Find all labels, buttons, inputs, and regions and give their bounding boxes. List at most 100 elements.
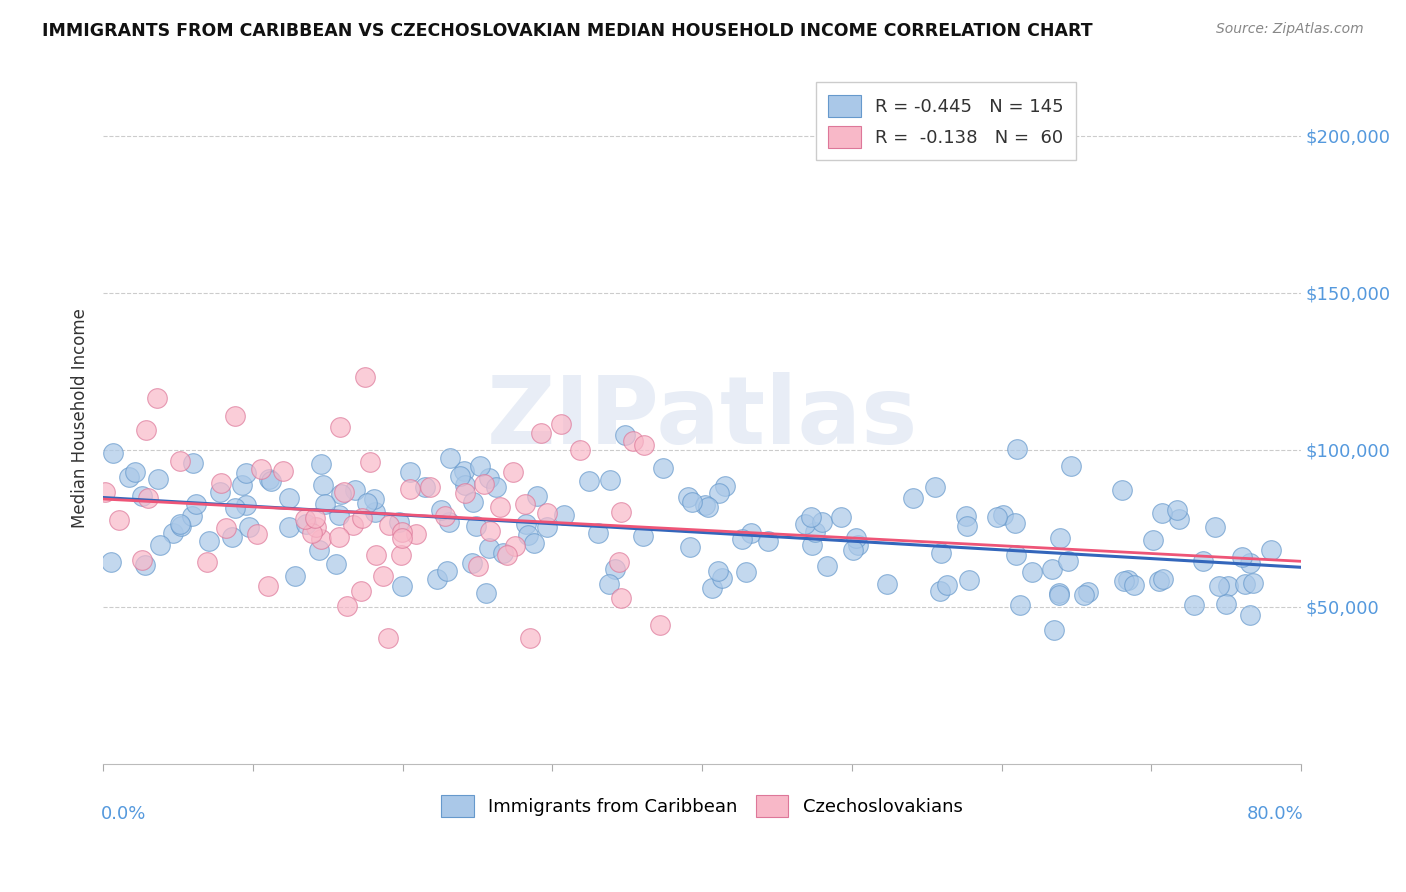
Point [1077, 584, 1099, 599]
Point [610, 591, 633, 606]
Point [578, 474, 600, 488]
Text: 0.0%: 0.0% [101, 805, 146, 823]
Point [706, 564, 728, 578]
Point [1142, 533, 1164, 547]
Point [350, 583, 373, 598]
Point [453, 464, 475, 478]
Point [259, 472, 281, 486]
Point [648, 617, 671, 632]
Point [308, 542, 330, 557]
Point [453, 478, 475, 492]
Point [198, 534, 221, 549]
Point [235, 498, 257, 512]
Point [633, 438, 655, 452]
Point [209, 476, 232, 491]
Point [503, 539, 526, 553]
Point [336, 599, 359, 614]
Point [1047, 586, 1070, 600]
Point [475, 586, 498, 600]
Point [449, 469, 471, 483]
Point [118, 470, 141, 484]
Point [134, 423, 156, 437]
Point [1004, 516, 1026, 530]
Point [305, 520, 328, 534]
Point [846, 538, 869, 552]
Point [488, 500, 510, 514]
Point [131, 552, 153, 566]
Point [181, 456, 204, 470]
Point [342, 518, 364, 533]
Point [419, 480, 441, 494]
Point [876, 577, 898, 591]
Point [756, 534, 779, 549]
Point [484, 480, 506, 494]
Point [1147, 574, 1170, 589]
Point [131, 489, 153, 503]
Point [817, 558, 839, 573]
Point [1204, 520, 1226, 534]
Point [1047, 588, 1070, 602]
Point [235, 466, 257, 480]
Point [257, 579, 280, 593]
Point [170, 518, 193, 533]
Point [301, 526, 323, 541]
Point [695, 499, 717, 513]
Point [377, 631, 399, 645]
Point [94, 485, 117, 500]
Point [598, 577, 620, 591]
Point [492, 546, 515, 560]
Point [830, 509, 852, 524]
Point [312, 478, 335, 492]
Point [371, 569, 394, 583]
Point [1060, 459, 1083, 474]
Point [519, 631, 541, 645]
Point [461, 556, 484, 570]
Point [405, 527, 427, 541]
Point [936, 578, 959, 592]
Point [536, 520, 558, 534]
Point [329, 420, 352, 434]
Point [929, 546, 952, 560]
Point [530, 425, 553, 440]
Point [439, 451, 461, 466]
Point [1004, 549, 1026, 563]
Point [364, 505, 387, 519]
Y-axis label: Median Household Income: Median Household Income [72, 309, 89, 528]
Point [651, 461, 673, 475]
Point [707, 485, 730, 500]
Point [697, 500, 720, 515]
Point [260, 474, 283, 488]
Point [1260, 543, 1282, 558]
Point [1010, 599, 1032, 613]
Point [389, 548, 412, 562]
Point [515, 497, 537, 511]
Point [633, 529, 655, 543]
Point [181, 509, 204, 524]
Point [208, 484, 231, 499]
Point [1239, 557, 1261, 571]
Point [148, 538, 170, 552]
Point [472, 477, 495, 491]
Text: ZIPatlas: ZIPatlas [486, 372, 918, 465]
Point [453, 486, 475, 500]
Point [101, 446, 124, 460]
Point [284, 568, 307, 582]
Point [250, 462, 273, 476]
Point [1167, 512, 1189, 526]
Point [333, 485, 356, 500]
Point [399, 465, 422, 479]
Point [1239, 608, 1261, 623]
Point [388, 515, 411, 529]
Point [1192, 554, 1215, 568]
Point [517, 527, 540, 541]
Point [146, 391, 169, 405]
Point [955, 519, 977, 533]
Point [391, 531, 413, 545]
Point [184, 497, 207, 511]
Point [1123, 578, 1146, 592]
Point [1043, 623, 1066, 637]
Point [496, 548, 519, 562]
Point [811, 515, 834, 529]
Point [124, 465, 146, 479]
Point [1057, 554, 1080, 568]
